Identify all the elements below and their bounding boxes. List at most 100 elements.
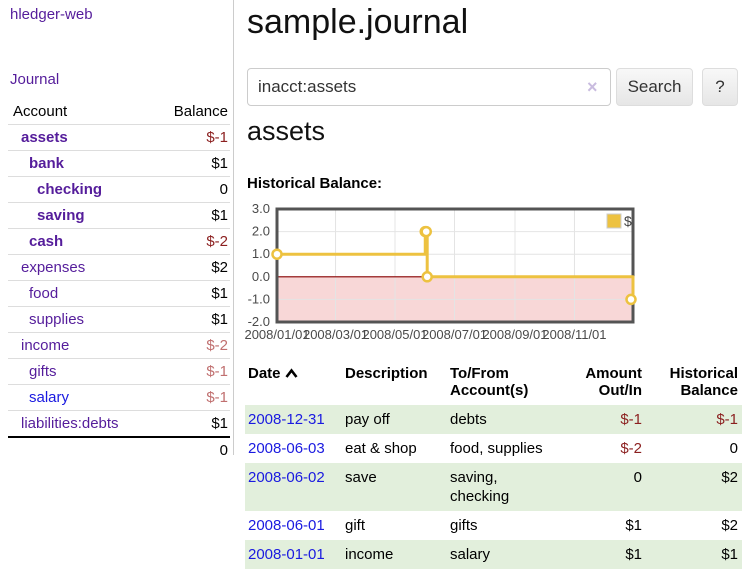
sort-ascending-icon xyxy=(284,366,298,383)
transaction-row: 2008-06-02 save saving, checking 0 $2 xyxy=(245,463,742,511)
svg-text:-1.0: -1.0 xyxy=(248,291,270,306)
account-balance: $1 xyxy=(151,202,230,229)
accounts-total-row: 0 xyxy=(8,436,230,463)
account-balance: $1 xyxy=(151,150,230,177)
transaction-date-link[interactable]: 2008-06-02 xyxy=(245,463,342,511)
date-link[interactable]: 2008-06-03 xyxy=(248,440,325,457)
svg-text:2008/09/01: 2008/09/01 xyxy=(482,327,547,342)
account-balance: $2 xyxy=(151,254,230,281)
accounts-total-value: 0 xyxy=(151,436,230,463)
account-link-income[interactable]: income xyxy=(21,337,70,354)
transaction-description: save xyxy=(345,469,377,486)
transaction-row: 2008-12-31 pay off debts $-1 $-1 xyxy=(245,405,742,434)
transaction-date-link[interactable]: 2008-12-31 xyxy=(245,405,342,434)
account-balance: 0 xyxy=(151,176,230,203)
account-row: assets $-1 xyxy=(8,124,230,151)
page-title: sample.journal xyxy=(247,3,469,41)
transaction-amount: 0 xyxy=(633,469,642,486)
account-link-bank[interactable]: bank xyxy=(29,155,65,172)
transaction-date-link[interactable]: 2008-01-01 xyxy=(245,540,342,569)
account-balance: $-1 xyxy=(151,384,230,411)
account-row: cash $-2 xyxy=(8,228,230,255)
transaction-date-link[interactable]: 2008-06-03 xyxy=(245,434,342,463)
transaction-amount: $-2 xyxy=(620,440,642,457)
account-link-saving[interactable]: saving xyxy=(37,207,85,224)
account-link-supplies[interactable]: supplies xyxy=(29,311,85,328)
register-header-accounts: To/From Account(s) xyxy=(450,365,529,399)
svg-text:2008/03/01: 2008/03/01 xyxy=(303,327,368,342)
transaction-description: gift xyxy=(345,517,366,534)
accounts-balance-table: Account Balance assets $-1 bank $1 checking 0… xyxy=(8,99,230,463)
account-link-salary[interactable]: salary xyxy=(29,389,70,406)
account-row: salary $-1 xyxy=(8,384,230,411)
account-link-cash[interactable]: cash xyxy=(29,233,64,250)
svg-text:-2.0: -2.0 xyxy=(248,314,270,329)
transaction-accounts: salary xyxy=(450,546,491,563)
date-link[interactable]: 2008-06-02 xyxy=(248,469,325,486)
sidebar-item-journal[interactable]: Journal xyxy=(10,71,60,88)
transaction-balance: $2 xyxy=(721,517,738,534)
account-heading: assets xyxy=(247,116,326,146)
account-balance: $1 xyxy=(151,306,230,333)
svg-text:2008/11/01: 2008/11/01 xyxy=(542,327,606,342)
accounts-header-row: Account Balance xyxy=(8,99,230,125)
transaction-balance: $-1 xyxy=(716,411,738,428)
account-link-liabilities-debts[interactable]: liabilities:debts xyxy=(21,415,119,432)
account-row: food $1 xyxy=(8,280,230,307)
transaction-balance: $2 xyxy=(721,469,738,486)
account-row: liabilities:debts $1 xyxy=(8,410,230,438)
transaction-balance: $1 xyxy=(721,546,738,563)
account-row: supplies $1 xyxy=(8,306,230,333)
account-balance: $1 xyxy=(151,410,230,438)
transaction-amount: $-1 xyxy=(620,411,642,428)
account-row: income $-2 xyxy=(8,332,230,359)
svg-text:2008/05/01: 2008/05/01 xyxy=(362,327,427,342)
transaction-amount: $1 xyxy=(625,517,642,534)
transaction-accounts: saving, checking xyxy=(450,469,510,505)
register-header-balance: Historical Balance xyxy=(669,365,738,399)
account-row: bank $1 xyxy=(8,150,230,177)
svg-text:2.0: 2.0 xyxy=(252,224,270,239)
transaction-description: pay off xyxy=(345,411,390,428)
transaction-row: 2008-06-03 eat & shop food, supplies $-2 0 xyxy=(245,434,742,463)
help-button[interactable]: ? xyxy=(702,68,738,106)
transaction-accounts: gifts xyxy=(450,517,478,534)
date-link[interactable]: 2008-01-01 xyxy=(248,546,325,563)
svg-text:2008/01/01: 2008/01/01 xyxy=(244,327,309,342)
transaction-accounts: debts xyxy=(450,411,487,428)
transaction-description: eat & shop xyxy=(345,440,417,457)
svg-text:2008/07/01: 2008/07/01 xyxy=(422,327,487,342)
svg-text:1.0: 1.0 xyxy=(252,246,270,261)
app-brand-link[interactable]: hledger-web xyxy=(10,6,93,23)
account-link-food[interactable]: food xyxy=(29,285,59,302)
register-header-date[interactable]: Date xyxy=(245,361,342,405)
transaction-row: 2008-01-01 income salary $1 $1 xyxy=(245,540,742,569)
search-button[interactable]: Search xyxy=(616,68,693,106)
transaction-date-link[interactable]: 2008-06-01 xyxy=(245,511,342,540)
transaction-amount: $1 xyxy=(625,546,642,563)
clear-search-icon[interactable]: × xyxy=(587,77,598,97)
account-link-expenses[interactable]: expenses xyxy=(21,259,86,276)
account-link-gifts[interactable]: gifts xyxy=(29,363,57,380)
account-row: checking 0 xyxy=(8,176,230,203)
account-link-checking[interactable]: checking xyxy=(37,181,103,198)
transaction-balance: 0 xyxy=(729,440,738,457)
date-link[interactable]: 2008-06-01 xyxy=(248,517,325,534)
historical-balance-chart: 3.0 2.0 1.0 0.0 -1.0 -2.0 2008/01/01 2008/03/01… xyxy=(244,201,742,354)
search-input[interactable] xyxy=(247,68,611,106)
accounts-header-balance: Balance xyxy=(151,99,230,125)
account-row: saving $1 xyxy=(8,202,230,229)
account-row: expenses $2 xyxy=(8,254,230,281)
account-balance: $-2 xyxy=(151,332,230,359)
chart-title-label: Historical Balance: xyxy=(247,175,383,192)
register-header-description: Description xyxy=(345,365,428,382)
account-balance: $1 xyxy=(151,280,230,307)
account-link-assets[interactable]: assets xyxy=(21,129,68,146)
account-row: gifts $-1 xyxy=(8,358,230,385)
transaction-description: income xyxy=(345,546,394,563)
date-link[interactable]: 2008-12-31 xyxy=(248,411,325,428)
svg-text:$: $ xyxy=(624,213,632,229)
account-balance: $-1 xyxy=(151,124,230,151)
account-balance: $-1 xyxy=(151,358,230,385)
